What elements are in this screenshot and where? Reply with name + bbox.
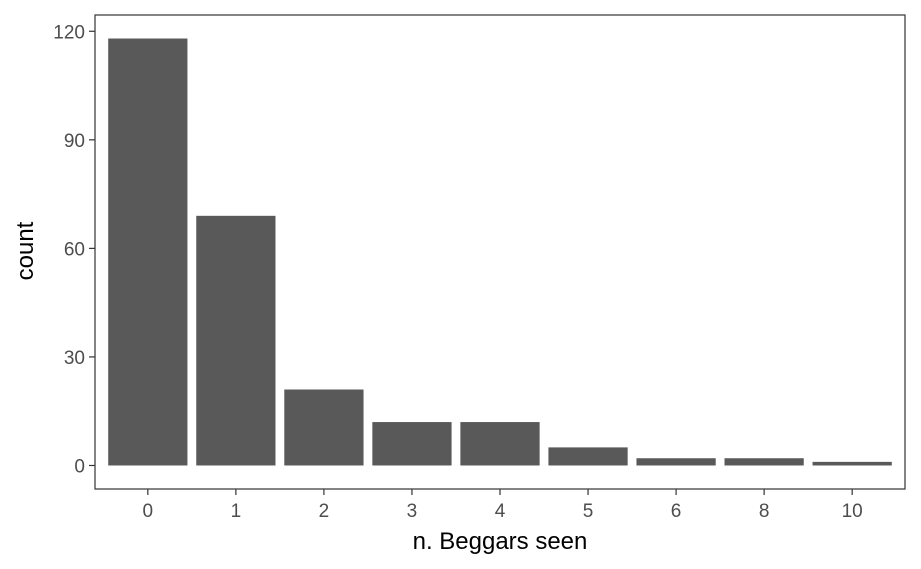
bars-group xyxy=(108,38,892,466)
bar-10 xyxy=(812,461,892,466)
x-tick-label: 10 xyxy=(842,501,863,522)
x-tick-label: 0 xyxy=(143,501,154,522)
y-axis-title: count xyxy=(12,221,39,280)
bar-3 xyxy=(372,422,452,466)
x-tick-label: 2 xyxy=(319,501,330,522)
x-tick-label: 5 xyxy=(583,501,594,522)
bar-5 xyxy=(548,447,628,466)
x-tick-label: 3 xyxy=(407,501,418,522)
x-axis: 0 1 2 3 4 5 6 8 10 xyxy=(143,489,863,522)
x-tick-label: 8 xyxy=(759,501,770,522)
bar-0 xyxy=(108,38,188,466)
y-tick-label: 0 xyxy=(74,456,85,477)
x-axis-title: n. Beggars seen xyxy=(413,528,588,555)
y-axis: 0 30 60 90 120 xyxy=(53,22,95,477)
y-tick-label: 30 xyxy=(64,348,85,369)
y-tick-label: 120 xyxy=(53,22,85,43)
y-tick-label: 60 xyxy=(64,239,85,260)
bar-4 xyxy=(460,422,540,466)
x-tick-label: 6 xyxy=(671,501,682,522)
x-tick-label: 1 xyxy=(231,501,242,522)
bar-8 xyxy=(724,458,804,466)
bar-2 xyxy=(284,389,364,466)
y-tick-label: 90 xyxy=(64,131,85,152)
bar-1 xyxy=(196,215,276,466)
bar-6 xyxy=(636,458,716,466)
x-tick-label: 4 xyxy=(495,501,506,522)
